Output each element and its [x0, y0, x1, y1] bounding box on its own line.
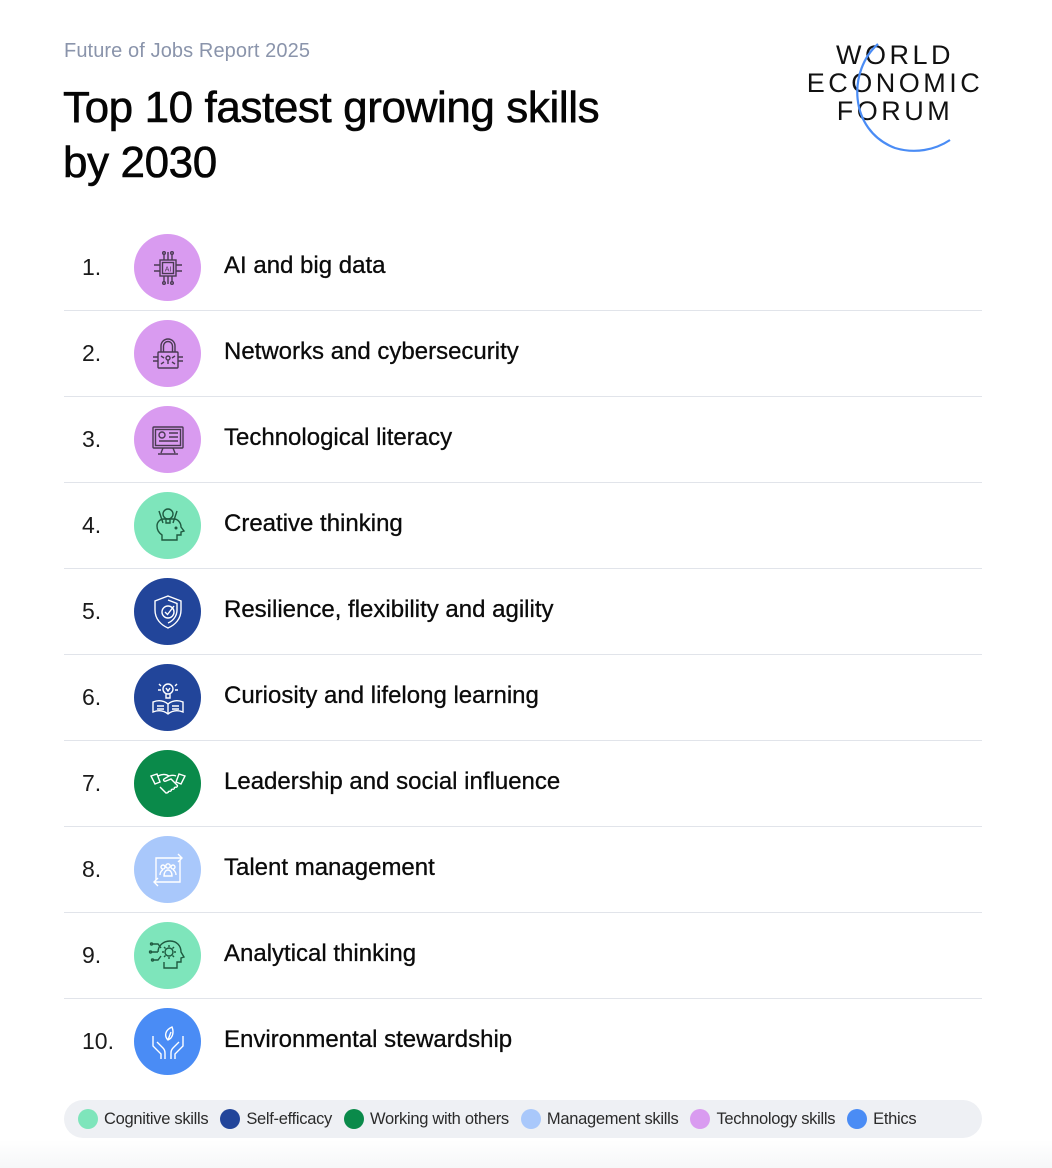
skill-row: 9. Analytical thinking [64, 913, 982, 999]
logo-line-2: ECONOMIC [806, 68, 984, 98]
skill-label: Leadership and social influence [224, 768, 561, 795]
report-subtitle: Future of Jobs Report 2025 [64, 40, 311, 62]
legend-label: Self-efficacy [246, 1109, 332, 1128]
skill-row: 1. AI and big data [64, 225, 982, 311]
hands-leaf-icon [134, 1008, 201, 1075]
skill-label: Talent management [224, 854, 435, 881]
legend-item-cognitive: Cognitive skills [78, 1109, 209, 1129]
legend-item-self-efficacy: Self-efficacy [220, 1109, 332, 1129]
legend-label: Technology skills [716, 1109, 836, 1128]
skill-label: Environmental stewardship [224, 1026, 513, 1053]
legend-item-management: Management skills [520, 1109, 679, 1129]
skills-list: 1. AI and big data 2. Networks and cybers… [64, 225, 982, 1084]
skill-row: 10. Environmental stewardship [64, 999, 982, 1084]
lightbulb-book-icon [134, 664, 201, 731]
legend-label: Ethics [873, 1109, 917, 1128]
page-title: Top 10 fastest growing skills by 2030 [63, 83, 600, 188]
skill-rank: 3. [82, 426, 102, 452]
skill-label: Curiosity and lifelong learning [224, 682, 539, 709]
skill-rank: 1. [82, 254, 102, 280]
legend-dot-icon [78, 1109, 98, 1129]
head-lightbulb-pencils-icon [134, 492, 201, 559]
legend-label: Management skills [546, 1109, 679, 1128]
legend-label: Working with others [370, 1109, 509, 1128]
people-cycle-icon [134, 836, 201, 903]
skill-label: Creative thinking [224, 510, 403, 537]
legend-item-working-with-others: Working with others [344, 1109, 509, 1129]
skill-label: Resilience, flexibility and agility [224, 596, 554, 623]
skill-rank: 4. [82, 512, 102, 538]
legend-label: Cognitive skills [104, 1109, 209, 1128]
skill-label: Networks and cybersecurity [224, 338, 519, 365]
legend-dot-icon [344, 1109, 364, 1129]
legend-dot-icon [220, 1109, 241, 1129]
shield-check-icon [134, 578, 201, 645]
skill-rank: 5. [82, 598, 102, 624]
skill-row: 2. Networks and cybersecurity [64, 311, 982, 397]
legend-item-technology: Technology skills [690, 1109, 835, 1129]
skill-rank: 8. [82, 856, 102, 882]
skill-rank: 10. [82, 1028, 114, 1054]
monitor-settings-icon [134, 406, 201, 473]
skill-label: Technological literacy [224, 424, 453, 451]
skill-label: Analytical thinking [224, 940, 417, 967]
head-gear-icon [134, 922, 201, 989]
skill-row: 6. Curiosity and lifelong learning [64, 655, 982, 741]
handshake-icon [134, 750, 201, 817]
bottom-fade [0, 1140, 1052, 1168]
skill-label: AI and big data [224, 252, 386, 279]
legend-dot-icon [520, 1109, 541, 1129]
logo-line-3: FORUM [836, 96, 954, 126]
ai-chip-icon [134, 234, 201, 301]
skill-rank: 2. [82, 340, 102, 366]
skill-row: 3. Technological literacy [64, 397, 982, 483]
skill-row: 7. Leadership and social influence [64, 741, 982, 827]
skill-rank: 6. [82, 684, 102, 710]
legend-dot-icon [690, 1109, 711, 1129]
skill-rank: 7. [82, 770, 102, 796]
legend-item-ethics: Ethics [847, 1109, 917, 1129]
legend: Cognitive skills Self-efficacy Working w… [64, 1100, 982, 1138]
padlock-circuit-icon [134, 320, 201, 387]
logo-arc-icon [856, 43, 951, 152]
logo-line-1: WORLD [836, 40, 954, 70]
skill-rank: 9. [82, 942, 102, 968]
skill-row: 8. Talent management [64, 827, 982, 913]
wef-logo: WORLD ECONOMIC FORUM [800, 40, 990, 155]
skill-row: 4. Creative thinking [64, 483, 982, 569]
skill-row: 5. Resilience, flexibility and agility [64, 569, 982, 655]
legend-dot-icon [847, 1109, 868, 1129]
